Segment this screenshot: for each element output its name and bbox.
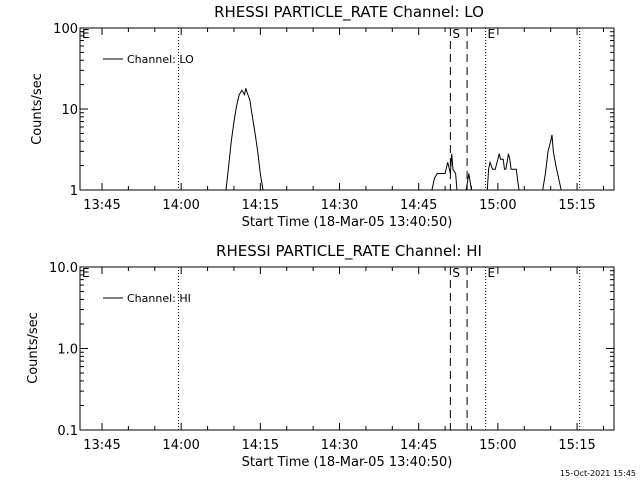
hi-marker-label: E [82, 266, 90, 280]
lo-marker-label: E [488, 27, 496, 41]
hi-marker-label: E [488, 266, 496, 280]
lo-channel-panel: RHESSI PARTICLE_RATE Channel: LO Counts/… [30, 3, 615, 230]
lo-chart-title: RHESSI PARTICLE_RATE Channel: LO [214, 3, 484, 22]
lo-x-tick-label: 14:15 [242, 198, 279, 213]
lo-y-tick-label: 1 [70, 184, 78, 199]
lo-x-tick-label: 15:00 [479, 198, 516, 213]
hi-x-tick-label: 14:30 [321, 438, 358, 453]
hi-x-tick-label: 15:00 [479, 438, 516, 453]
lo-marker-label: S [452, 27, 460, 41]
hi-x-tick-label: 14:00 [162, 438, 199, 453]
hi-legend-label: Channel: HI [127, 292, 191, 305]
lo-marker-label: E [82, 27, 90, 41]
hi-y-tick-label: 10.0 [49, 261, 78, 276]
hi-marker-label: S [452, 266, 460, 280]
lo-x-tick-label: 13:45 [83, 198, 120, 213]
hi-x-tick-label: 14:15 [242, 438, 279, 453]
hi-channel-panel: RHESSI PARTICLE_RATE Channel: HI Counts/… [26, 242, 615, 470]
lo-x-tick-label: 14:00 [162, 198, 199, 213]
hi-chart-title: RHESSI PARTICLE_RATE Channel: HI [216, 242, 482, 261]
hi-y-tick-label: 1.0 [57, 343, 78, 358]
lo-y-tick-label: 100 [53, 22, 78, 37]
hi-x-tick-label: 15:15 [558, 438, 595, 453]
lo-x-axis-label: Start Time (18-Mar-05 13:40:50) [242, 215, 453, 230]
lo-y-axis-label: Counts/sec [30, 73, 45, 145]
hi-x-tick-label: 13:45 [83, 438, 120, 453]
hi-x-tick-label: 14:45 [400, 438, 437, 453]
generation-timestamp: 15-Oct-2021 15:45 [560, 469, 636, 478]
lo-x-tick-label: 15:15 [558, 198, 595, 213]
lo-series-line [225, 88, 562, 191]
lo-x-tick-label: 14:45 [400, 198, 437, 213]
lo-y-tick-label: 10 [61, 103, 78, 118]
lo-x-tick-label: 14:30 [321, 198, 358, 213]
hi-x-axis-label: Start Time (18-Mar-05 13:40:50) [242, 455, 453, 470]
lo-legend-label: Channel: LO [127, 53, 194, 66]
hi-y-axis-label: Counts/sec [26, 312, 41, 384]
hi-y-tick-label: 0.1 [57, 424, 78, 439]
